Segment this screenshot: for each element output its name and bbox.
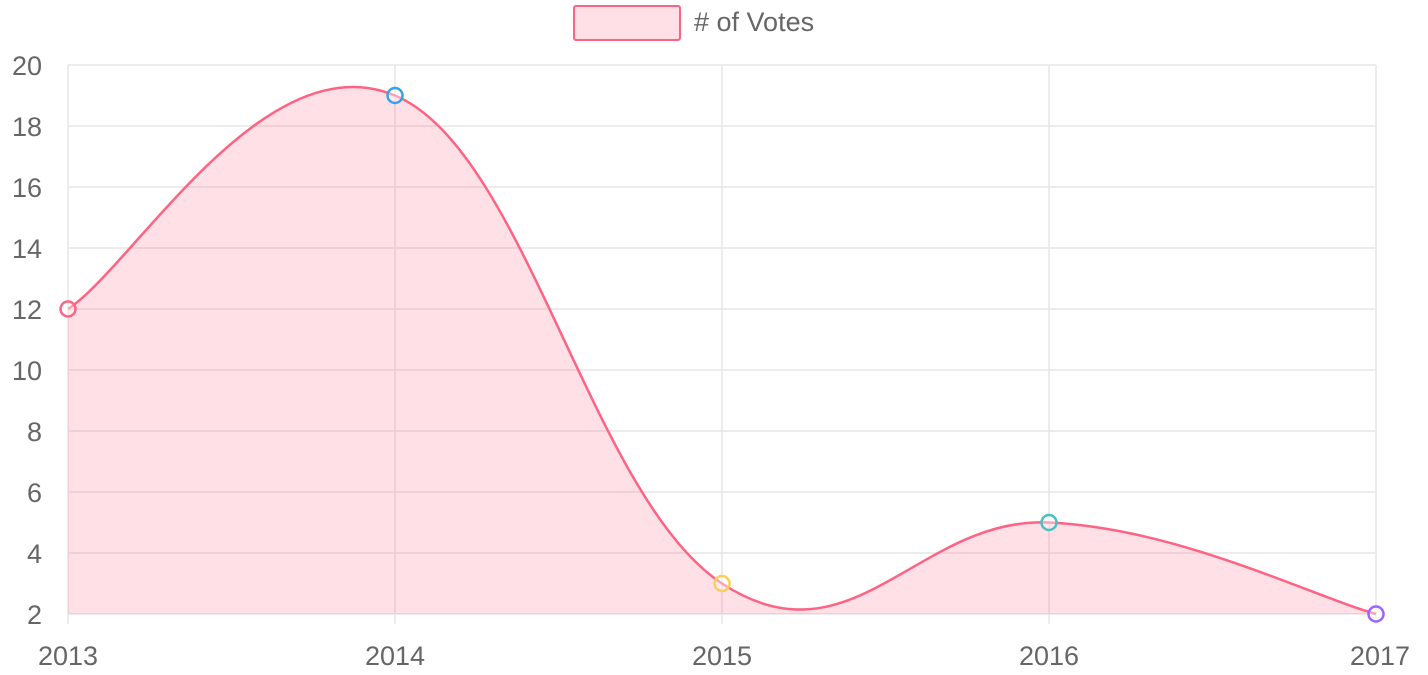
y-tick-label: 20 bbox=[12, 51, 42, 81]
y-tick-label: 2 bbox=[27, 600, 42, 630]
y-tick-label: 4 bbox=[27, 539, 42, 569]
y-tick-label: 14 bbox=[12, 234, 42, 264]
area-fill bbox=[68, 86, 1376, 614]
series-line bbox=[67, 85, 1377, 616]
y-tick-label: 18 bbox=[12, 112, 42, 142]
legend-swatch[interactable] bbox=[573, 5, 681, 41]
x-tick-label: 2013 bbox=[38, 641, 98, 671]
data-point-2015[interactable] bbox=[713, 574, 731, 593]
x-tick-label: 2015 bbox=[692, 641, 752, 671]
data-point-2016[interactable] bbox=[1040, 513, 1058, 532]
y-axis-ticks: 20 18 16 14 12 10 8 6 4 2 bbox=[12, 51, 42, 630]
legend-label[interactable]: # of Votes bbox=[694, 7, 814, 37]
legend[interactable]: # of Votes bbox=[573, 5, 814, 41]
data-point-2014[interactable] bbox=[386, 86, 404, 105]
y-tick-label: 12 bbox=[12, 295, 42, 325]
x-axis-ticks: 2013 2014 2015 2016 2017 bbox=[38, 641, 1410, 671]
data-points bbox=[59, 86, 1385, 623]
y-tick-label: 10 bbox=[12, 356, 42, 386]
y-tick-label: 8 bbox=[27, 417, 42, 447]
y-tick-label: 16 bbox=[12, 173, 42, 203]
x-tick-label: 2014 bbox=[365, 641, 425, 671]
x-tick-label: 2016 bbox=[1019, 641, 1079, 671]
data-point-2017[interactable] bbox=[1367, 605, 1385, 623]
y-tick-label: 6 bbox=[27, 478, 42, 508]
x-tick-label: 2017 bbox=[1350, 641, 1410, 671]
data-point-2013[interactable] bbox=[59, 300, 77, 318]
